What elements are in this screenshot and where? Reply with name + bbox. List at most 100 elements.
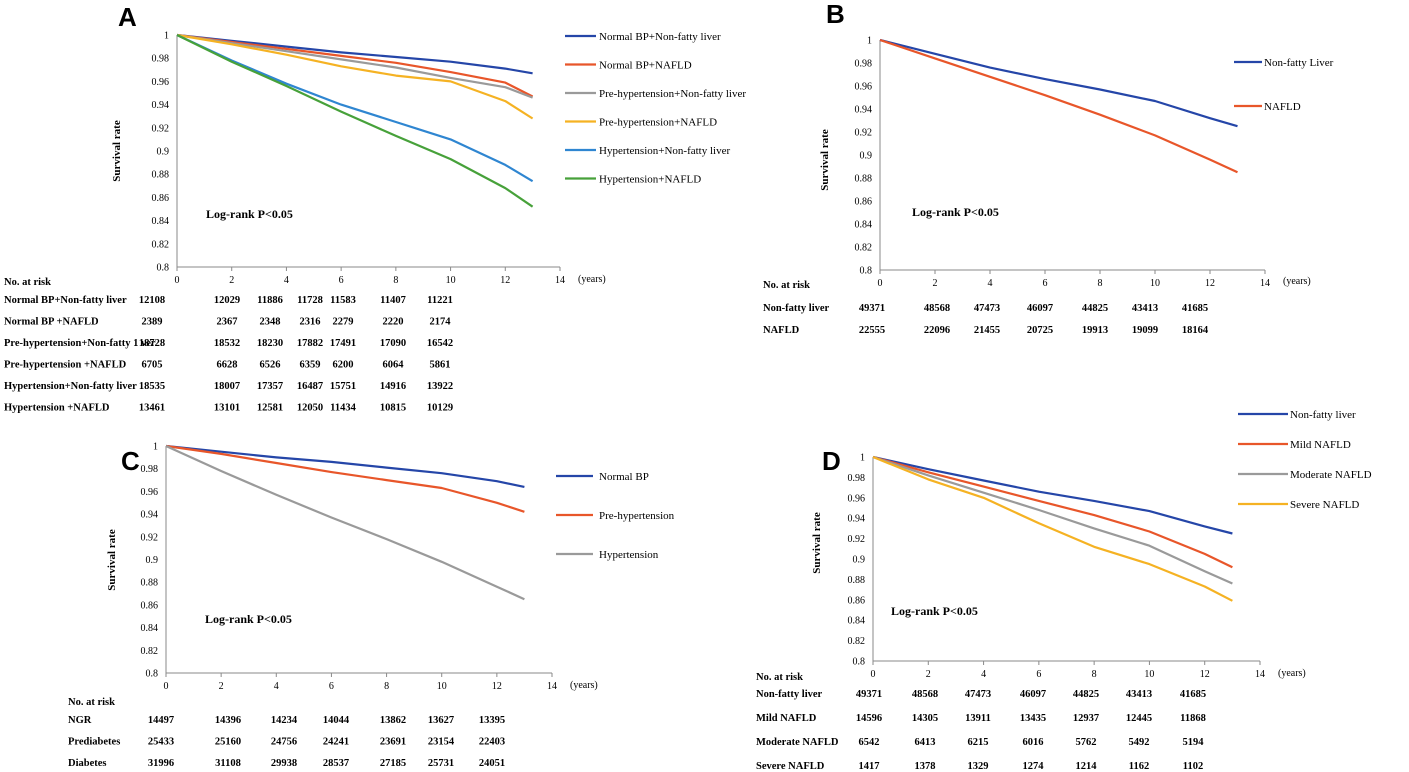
x-tick-label: 0 bbox=[164, 681, 169, 692]
series-line bbox=[872, 455, 1233, 602]
risk-value: 14234 bbox=[271, 715, 298, 726]
risk-value: 12581 bbox=[257, 403, 283, 414]
legend-label: Hypertension+Non-fatty liver bbox=[599, 145, 730, 157]
x-tick-label: 0 bbox=[175, 275, 180, 286]
legend-label: Hypertension bbox=[599, 549, 659, 561]
y-tick-label: 0.8 bbox=[860, 266, 873, 277]
risk-value: 6705 bbox=[142, 360, 163, 371]
risk-value: 17491 bbox=[330, 338, 356, 349]
risk-value: 6526 bbox=[260, 360, 281, 371]
log-rank-annotation: Log-rank P<0.05 bbox=[205, 612, 292, 626]
y-tick-label: 0.96 bbox=[848, 493, 866, 504]
risk-value: 2279 bbox=[333, 317, 354, 328]
series-line bbox=[872, 455, 1233, 585]
risk-value: 2174 bbox=[430, 317, 452, 328]
y-tick-label: 0.9 bbox=[860, 151, 873, 162]
y-axis-label: Survival rate bbox=[819, 129, 831, 191]
x-tick-label: 8 bbox=[393, 275, 398, 286]
risk-value: 28537 bbox=[323, 758, 349, 769]
y-tick-label: 0.82 bbox=[152, 239, 170, 250]
risk-value: 29938 bbox=[271, 758, 297, 769]
y-tick-label: 0.86 bbox=[848, 595, 866, 606]
risk-value: 5194 bbox=[1183, 737, 1205, 748]
risk-value: 12108 bbox=[139, 295, 165, 306]
log-rank-annotation: Log-rank P<0.05 bbox=[912, 205, 999, 219]
risk-value: 16542 bbox=[427, 338, 453, 349]
risk-value: 18230 bbox=[257, 338, 283, 349]
legend-label: Pre-hypertension+Non-fatty liver bbox=[599, 88, 746, 100]
y-tick-label: 0.86 bbox=[141, 600, 159, 611]
x-tick-label: 14 bbox=[555, 275, 565, 286]
x-tick-label: 6 bbox=[1036, 669, 1041, 680]
y-tick-label: 0.82 bbox=[848, 636, 866, 647]
x-tick-label: 10 bbox=[437, 681, 447, 692]
y-tick-label: 0.88 bbox=[848, 575, 866, 586]
x-tick-label: 10 bbox=[1150, 278, 1160, 289]
x-tick-label: 2 bbox=[933, 278, 938, 289]
panel-c: C 0.8 0.82 0.84 0.86 0.88 0.9 0.92 0.94 0.96 0.98 1… bbox=[68, 442, 675, 770]
y-tick-label: 0.84 bbox=[855, 220, 873, 231]
risk-value: 6413 bbox=[915, 737, 936, 748]
risk-value: 17357 bbox=[257, 381, 283, 392]
risk-value: 49371 bbox=[856, 689, 882, 700]
risk-value: 11728 bbox=[297, 295, 323, 306]
risk-value: 23154 bbox=[428, 737, 455, 748]
y-tick-label: 1 bbox=[153, 442, 158, 453]
risk-value: 22555 bbox=[859, 325, 885, 336]
y-tick-label: 0.88 bbox=[855, 174, 873, 185]
risk-value: 13101 bbox=[214, 403, 240, 414]
risk-value: 18728 bbox=[139, 338, 165, 349]
x-tick-label: 6 bbox=[1043, 278, 1048, 289]
risk-value: 19099 bbox=[1132, 325, 1158, 336]
risk-value: 43413 bbox=[1126, 689, 1152, 700]
risk-value: 13395 bbox=[479, 715, 505, 726]
y-tick-label: 0.92 bbox=[855, 128, 873, 139]
y-tick-label: 0.9 bbox=[146, 555, 159, 566]
risk-value: 1162 bbox=[1129, 761, 1149, 772]
risk-row-label: Diabetes bbox=[68, 758, 107, 769]
risk-value: 41685 bbox=[1182, 303, 1208, 314]
risk-value: 49371 bbox=[859, 303, 885, 314]
risk-value: 13922 bbox=[427, 381, 453, 392]
series-line bbox=[879, 38, 1238, 174]
y-axis-label: Survival rate bbox=[106, 529, 118, 591]
y-tick-label: 0.86 bbox=[855, 197, 873, 208]
risk-value: 10815 bbox=[380, 403, 406, 414]
y-tick-label: 0.92 bbox=[141, 532, 159, 543]
risk-value: 18535 bbox=[139, 381, 165, 392]
risk-value: 6628 bbox=[217, 360, 238, 371]
y-tick-label: 0.8 bbox=[146, 669, 159, 680]
x-axis-unit: (years) bbox=[578, 274, 606, 285]
panel-label: C bbox=[121, 446, 140, 476]
risk-value: 18532 bbox=[214, 338, 240, 349]
y-tick-label: 0.98 bbox=[152, 54, 170, 65]
risk-value: 41685 bbox=[1180, 689, 1206, 700]
risk-value: 13435 bbox=[1020, 713, 1046, 724]
x-tick-label: 10 bbox=[1144, 669, 1154, 680]
y-tick-label: 0.9 bbox=[853, 555, 866, 566]
y-tick-label: 0.8 bbox=[853, 657, 866, 668]
y-tick-label: 0.84 bbox=[152, 216, 170, 227]
risk-table-header: No. at risk bbox=[4, 277, 51, 288]
y-tick-label: 0.98 bbox=[848, 473, 866, 484]
risk-value: 2316 bbox=[300, 317, 321, 328]
risk-value: 6542 bbox=[859, 737, 880, 748]
series-line bbox=[165, 444, 525, 601]
risk-value: 25433 bbox=[148, 737, 174, 748]
risk-row-label: Normal BP+Non-fatty liver bbox=[4, 295, 127, 306]
legend-label: Non-fatty Liver bbox=[1264, 57, 1334, 69]
risk-value: 6359 bbox=[300, 360, 321, 371]
risk-value: 20725 bbox=[1027, 325, 1053, 336]
risk-row-label: Moderate NAFLD bbox=[756, 737, 839, 748]
risk-value: 14916 bbox=[380, 381, 406, 392]
risk-value: 15751 bbox=[330, 381, 356, 392]
risk-value: 14596 bbox=[856, 713, 882, 724]
risk-value: 5762 bbox=[1076, 737, 1097, 748]
x-tick-label: 14 bbox=[1260, 278, 1270, 289]
panel-label: A bbox=[118, 2, 137, 32]
risk-value: 21455 bbox=[974, 325, 1000, 336]
risk-value: 25731 bbox=[428, 758, 454, 769]
risk-value: 13627 bbox=[428, 715, 454, 726]
risk-value: 11221 bbox=[427, 295, 453, 306]
